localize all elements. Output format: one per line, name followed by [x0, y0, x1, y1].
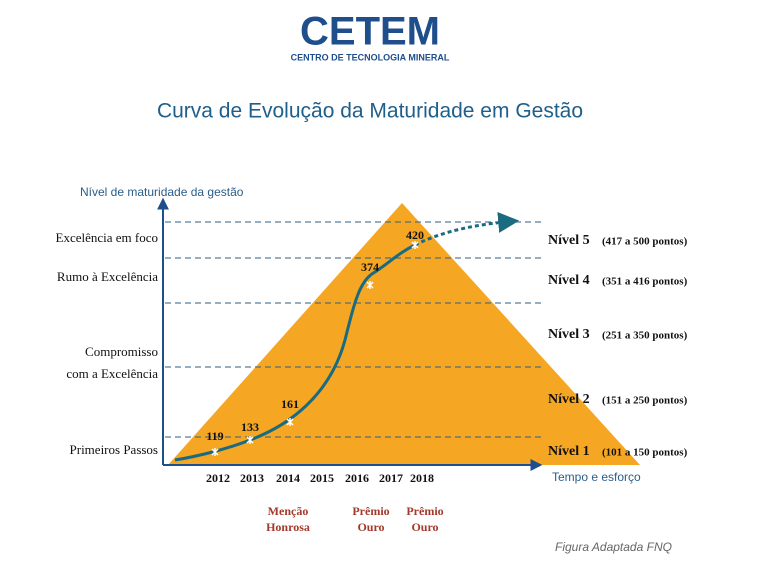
year-label: 2014	[276, 471, 300, 485]
pyramid	[168, 203, 640, 465]
level-name: Nível 4	[548, 273, 590, 288]
year-label: 2012	[206, 471, 230, 485]
score-label: 374	[361, 260, 379, 274]
score-marker	[246, 436, 254, 444]
score-marker	[411, 241, 419, 249]
level-range: (351 a 416 pontos)	[602, 276, 688, 288]
year-label: 2018	[410, 471, 434, 485]
level-lines	[165, 221, 545, 438]
evolution-curve	[174, 243, 416, 462]
level-range: (151 a 250 pontos)	[602, 395, 688, 407]
level-range: (251 a 350 pontos)	[602, 330, 688, 342]
award-label: Prêmio	[406, 504, 443, 518]
stage-label: com a Excelência	[66, 366, 158, 381]
award-label: Ouro	[357, 520, 384, 534]
level-name: Nível 2	[548, 392, 590, 407]
score-label: 119	[206, 429, 223, 443]
level-name: Nível 1	[548, 444, 590, 459]
year-label: 2017	[379, 471, 403, 485]
year-label: 2015	[310, 471, 334, 485]
stage-label: Excelência em foco	[56, 230, 159, 245]
title: Curva de Evolução da Maturidade em Gestã…	[157, 100, 583, 123]
stage-label: Primeiros Passos	[70, 442, 158, 457]
caption: Figura Adaptada FNQ	[555, 540, 672, 554]
y-axis-label: Nível de maturidade da gestão	[80, 185, 244, 199]
level-name: Nível 5	[548, 233, 590, 248]
score-label: 133	[241, 420, 259, 434]
stage-label: Compromisso	[85, 344, 158, 359]
stage-label: Rumo à Excelência	[57, 269, 158, 284]
level-range: (101 a 150 pontos)	[602, 447, 688, 459]
score-marker	[286, 418, 294, 426]
score-label: 420	[406, 228, 424, 242]
x-axis-label: Tempo e esforço	[552, 470, 641, 484]
year-label: 2016	[345, 471, 369, 485]
evolution-curve-projection	[414, 211, 520, 247]
score-marker	[366, 281, 374, 289]
award-label: Menção	[268, 504, 309, 518]
level-range: (417 a 500 pontos)	[602, 236, 688, 248]
award-label: Honrosa	[266, 520, 310, 534]
logo-name: CETEM	[300, 10, 440, 54]
level-name: Nível 3	[548, 327, 590, 342]
year-label: 2013	[240, 471, 264, 485]
award-label: Prêmio	[352, 504, 389, 518]
labels: Excelência em foco Rumo à Excelência Compr…	[56, 228, 688, 534]
logo-subtitle: CENTRO DE TECNOLOGIA MINERAL	[291, 52, 450, 62]
award-label: Ouro	[411, 520, 438, 534]
score-label: 161	[281, 397, 299, 411]
score-marker	[211, 448, 219, 456]
